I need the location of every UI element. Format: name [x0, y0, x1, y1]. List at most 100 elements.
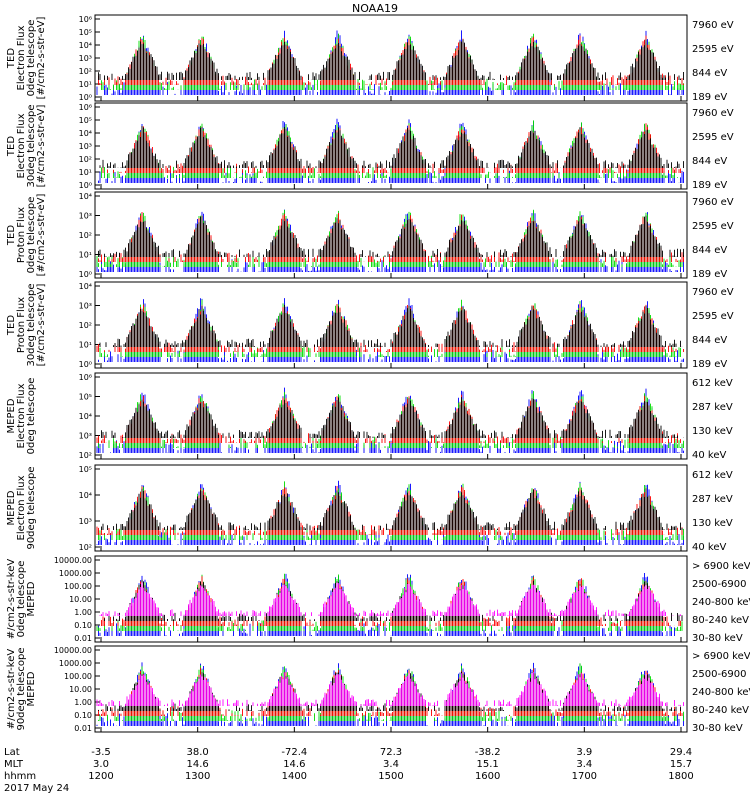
y-tick-label: 0.10	[74, 621, 92, 630]
x-tick-label: 38.0	[187, 747, 209, 758]
y-tick-label: 10²	[79, 67, 92, 76]
legend-entry: 612 keV	[692, 470, 733, 481]
y-tick-label: 10¹	[79, 251, 92, 260]
y-tick-label: 10⁴	[79, 192, 92, 201]
series-trace	[96, 394, 681, 443]
x-tick-label: 3.9	[576, 747, 592, 758]
y-tick-label: 10³	[79, 517, 92, 526]
y-axis-label: Proton Flux	[16, 297, 27, 353]
y-tick-label: 10⁵	[79, 393, 92, 402]
legend-entry: 189 eV	[692, 92, 727, 103]
y-axis-label: 0deg telescope	[26, 197, 37, 274]
y-tick-label: 10⁴	[79, 129, 92, 138]
legend-entry: 130 keV	[692, 518, 733, 529]
x-tick-label: -38.2	[475, 747, 501, 758]
series-trace	[96, 30, 684, 95]
legend-entry: 2595 eV	[692, 221, 734, 232]
y-tick-label: 0.01	[74, 634, 92, 643]
y-tick-label: 0.10	[74, 711, 92, 720]
x-tick-label: 14.6	[187, 759, 209, 770]
y-tick-label: 10⁴	[79, 41, 92, 50]
y-tick-label: 10.00	[69, 595, 92, 604]
series-trace	[96, 304, 684, 352]
y-tick-label: 10⁵	[79, 28, 92, 37]
y-tick-label: 10⁶	[79, 103, 92, 112]
y-axis-label: Electron Flux	[16, 113, 27, 178]
legend-entry: > 6900 keV	[692, 651, 750, 662]
y-tick-label: 10²	[79, 155, 92, 164]
legend-entry: 7960 eV	[692, 197, 734, 208]
legend-entry: 40 keV	[692, 542, 726, 553]
y-tick-label: 10¹	[79, 168, 92, 177]
y-axis-label: TED	[6, 136, 17, 157]
y-tick-label: 10⁵	[79, 116, 92, 125]
x-tick-label: 1200	[88, 771, 113, 782]
series-trace	[96, 33, 684, 90]
y-tick-label: 10³	[79, 432, 92, 441]
x-row-label: MLT	[4, 759, 24, 770]
y-axis-label: TED	[6, 315, 17, 336]
y-tick-label: 10¹	[79, 341, 92, 350]
y-tick-label: 10000.00	[54, 556, 92, 565]
y-axis-label: [#/cm2-s-str-eV]	[36, 105, 47, 188]
y-axis-label: TED	[6, 225, 17, 246]
x-tick-label: 1500	[378, 771, 403, 782]
series-trace	[98, 35, 684, 85]
legend-entry: 287 keV	[692, 402, 733, 413]
series-trace	[101, 488, 683, 530]
y-tick-label: 10⁰	[79, 270, 92, 279]
series-trace	[96, 486, 683, 535]
series-trace	[102, 123, 683, 173]
legend-entry: 189 eV	[692, 180, 727, 191]
y-axis-label: #/cm2-s-str-keV	[6, 559, 17, 640]
series-trace	[96, 672, 684, 706]
y-tick-label: 10²	[79, 543, 92, 552]
series-trace	[101, 397, 684, 438]
date-label: 2017 May 24	[4, 783, 69, 794]
series-trace	[96, 209, 684, 272]
legend-entry: 80-240 keV	[692, 705, 749, 716]
x-tick-label: 1800	[668, 771, 693, 782]
y-tick-label: 1000.00	[59, 659, 92, 668]
series-trace	[98, 212, 684, 262]
panel-7: 0.01 0.10 1.00 10.00 100.00 1000.00 10000.00 #/…	[6, 555, 750, 644]
panel-2: 10⁰ 10¹ 10² 10³ 10⁴ 10⁵ 10⁶ TED Electron Flux 30d…	[6, 102, 734, 191]
y-tick-label: 10³	[79, 142, 92, 151]
x-tick-label: 72.3	[380, 747, 402, 758]
legend-entry: 844 eV	[692, 156, 727, 167]
y-axis-label: MEPED	[26, 671, 37, 706]
y-tick-label: 10⁴	[79, 282, 92, 291]
series-trace	[98, 215, 684, 257]
y-axis-label: Electron Flux	[16, 25, 27, 90]
panel-6: 10² 10³ 10⁴ 10⁵ MEPED Electron Flux 90deg tele…	[6, 464, 733, 553]
legend-entry: 40 keV	[692, 450, 726, 461]
legend-entry: 130 keV	[692, 426, 733, 437]
x-tick-label: 1300	[185, 771, 210, 782]
series-trace	[99, 304, 683, 347]
legend-entry: 7960 eV	[692, 20, 734, 31]
series-trace	[96, 480, 684, 545]
y-axis-label: 0deg telescope	[16, 561, 27, 638]
legend-entry: 7960 eV	[692, 108, 734, 119]
y-axis-label: #/cm2-s-str-keV	[6, 649, 17, 730]
panel-4: 10⁰ 10¹ 10² 10³ 10⁴ TED Proton Flux 30deg teles…	[6, 281, 734, 370]
x-tick-label: 29.4	[670, 747, 692, 758]
legend-entry: 2500-6900	[692, 579, 747, 590]
x-tick-label: 1700	[572, 771, 597, 782]
y-tick-label: 1.00	[74, 698, 92, 707]
y-tick-label: 10⁵	[79, 465, 92, 474]
series-trace	[98, 663, 684, 721]
legend-entry: 80-240 keV	[692, 615, 749, 626]
legend-entry: 844 eV	[692, 335, 727, 346]
legend-entry: 287 keV	[692, 494, 733, 505]
x-tick-label: 1600	[475, 771, 500, 782]
x-tick-label: 1400	[282, 771, 307, 782]
y-axis-label: 30deg telescope	[26, 283, 37, 366]
series-trace	[98, 391, 684, 448]
y-axis-label: MEPED	[6, 398, 17, 433]
y-tick-label: 10²	[79, 231, 92, 240]
y-tick-label: 10⁰	[79, 360, 92, 369]
y-tick-label: 10³	[79, 212, 92, 221]
legend-entry: 844 eV	[692, 68, 727, 79]
